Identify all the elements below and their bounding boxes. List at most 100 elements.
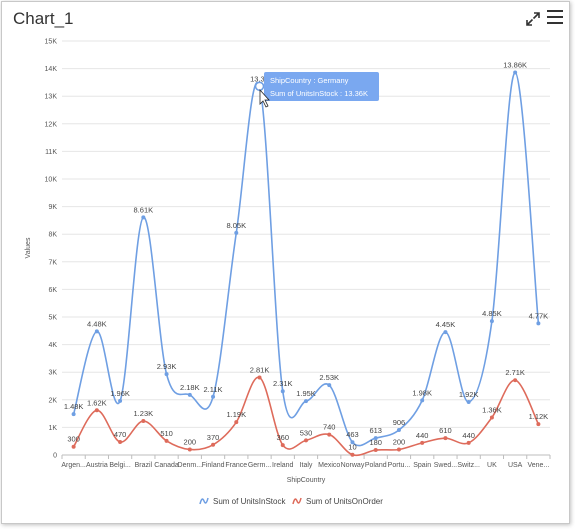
x-tick-label: Norway: [341, 462, 365, 469]
x-tick-label: Poland: [365, 462, 387, 469]
legend-item-units-on-order[interactable]: Sum of UnitsOnOrder: [292, 497, 383, 506]
data-point: [164, 372, 169, 377]
y-tick-label: 1K: [48, 425, 57, 432]
data-label: 1.36K: [482, 405, 502, 414]
y-tick-label: 11K: [45, 149, 57, 156]
mouse-cursor-icon: [259, 88, 270, 108]
data-point: [257, 375, 262, 380]
data-label: 1.62K: [87, 398, 107, 407]
x-tick-label: Portu...: [388, 462, 411, 469]
y-tick-label: 7K: [48, 259, 57, 266]
data-point: [234, 420, 239, 425]
x-tick-label: Switz...: [457, 462, 480, 469]
y-tick-label: 2K: [48, 397, 57, 404]
tooltip-box: [264, 72, 379, 101]
data-label: 740: [323, 423, 336, 432]
y-tick-label: 4K: [48, 342, 57, 349]
data-point: [304, 399, 308, 404]
x-tick-label: Spain: [413, 462, 431, 469]
data-point: [466, 440, 471, 445]
y-tick-label: 9K: [48, 204, 57, 211]
data-label: 2.31K: [273, 379, 293, 388]
data-point: [350, 452, 355, 457]
data-point: [94, 329, 99, 334]
data-label: 300: [67, 435, 80, 444]
x-tick-label: France: [225, 462, 247, 469]
data-label: 610: [439, 426, 452, 435]
legend: Sum of UnitsInStock Sum of UnitsOnOrder: [199, 497, 383, 506]
y-tick-label: 13K: [45, 94, 58, 101]
data-label: 4.85K: [482, 309, 502, 318]
series-lines: [71, 70, 541, 457]
data-label: 2.71K: [505, 368, 525, 377]
data-label: 200: [393, 437, 406, 446]
data-point: [187, 392, 192, 397]
data-point: [420, 398, 425, 403]
y-tick-label: 12K: [45, 121, 58, 128]
data-label: 13.86K: [503, 60, 527, 69]
data-label: 4.45K: [436, 320, 456, 329]
data-point: [396, 447, 401, 452]
legend-line-icon-series2: [292, 497, 302, 505]
x-tick-label: Italy: [300, 462, 313, 469]
data-point: [443, 436, 448, 441]
data-point: [489, 415, 494, 420]
legend-label-series1: Sum of UnitsInStock: [213, 497, 286, 506]
y-tick-label: 8K: [48, 232, 57, 239]
data-label: 10: [348, 443, 356, 452]
data-label: 2.18K: [180, 383, 200, 392]
data-point: [536, 321, 541, 326]
data-label: 470: [114, 430, 127, 439]
data-label: 1.23K: [134, 409, 154, 418]
data-label: 906: [393, 418, 406, 427]
data-label: 2.11K: [204, 385, 223, 394]
expand-icon[interactable]: [525, 11, 541, 27]
x-tick-label: Mexico: [318, 462, 340, 469]
data-label: 360: [277, 433, 290, 442]
data-label: 8.05K: [226, 221, 246, 230]
y-tick-label: 3K: [48, 370, 57, 377]
hamburger-menu-icon[interactable]: [547, 10, 563, 26]
data-point: [118, 440, 123, 445]
data-point: [327, 432, 332, 437]
data-point: [71, 412, 76, 417]
data-point: [420, 440, 425, 445]
x-tick-label: Denm...: [178, 462, 203, 469]
legend-item-units-in-stock[interactable]: Sum of UnitsInStock: [199, 497, 286, 506]
data-label: 4.48K: [87, 319, 107, 328]
y-tick-label: 10K: [45, 177, 58, 184]
y-tick-label: 5K: [48, 315, 57, 322]
data-point: [211, 394, 216, 399]
data-point: [396, 427, 401, 432]
x-tick-label: Germ...: [248, 462, 271, 469]
x-tick-label: USA: [508, 462, 523, 469]
data-label: 463: [346, 430, 359, 439]
data-label: 1.19K: [226, 410, 246, 419]
data-label: 440: [416, 431, 429, 440]
data-point: [234, 230, 239, 235]
data-point: [350, 440, 355, 445]
data-point: [141, 419, 146, 424]
data-label: 180: [369, 438, 382, 447]
data-point: [513, 378, 518, 383]
data-point: [443, 330, 448, 335]
y-tick-label: 6K: [48, 287, 57, 294]
widget-title: Chart_1: [13, 9, 74, 28]
data-label: 1.98K: [412, 388, 432, 397]
x-tick-label: Austria: [86, 462, 108, 469]
data-label: 2.53K: [319, 373, 339, 382]
data-label: 1.96K: [110, 389, 130, 398]
x-tick-label: Brazil: [135, 462, 153, 469]
data-point: [94, 408, 99, 413]
x-tick-label: Vene...: [527, 462, 549, 469]
series-line-1: [72, 71, 540, 447]
y-tick-label: 14K: [45, 66, 58, 73]
data-label: 440: [462, 431, 475, 440]
data-point: [327, 383, 332, 388]
y-axis-title: Values: [25, 237, 32, 258]
y-axis-ticks: 0 1K 2K 3K 4K 5K 6K 7K 8K 9K 10K 11K 12K 13K 14K 15K: [45, 39, 58, 460]
data-point: [141, 215, 146, 220]
data-point: [373, 448, 378, 453]
data-label: 370: [207, 433, 220, 442]
